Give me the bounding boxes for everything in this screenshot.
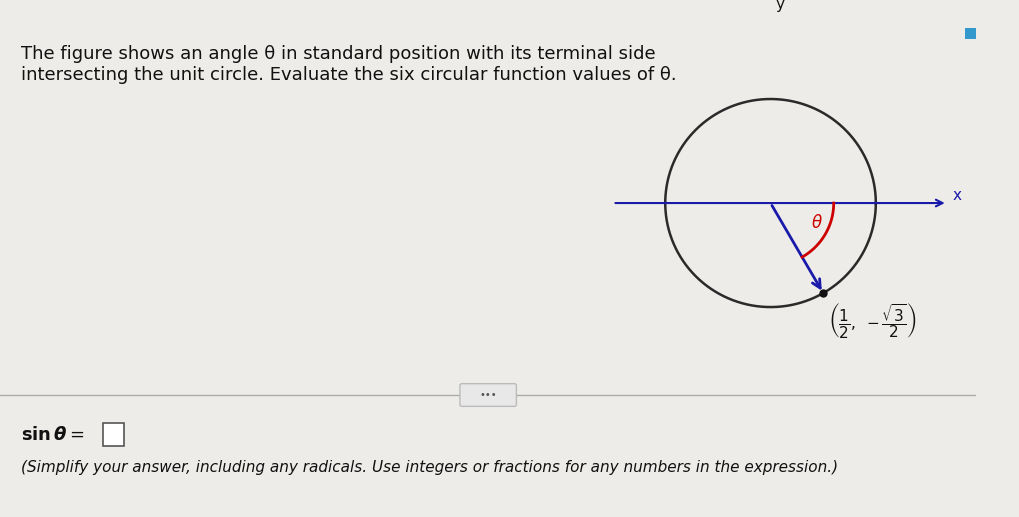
Text: •••: ••• bbox=[479, 390, 496, 400]
FancyBboxPatch shape bbox=[964, 28, 975, 39]
FancyBboxPatch shape bbox=[103, 423, 124, 446]
Text: $\theta$: $\theta$ bbox=[810, 214, 822, 232]
Text: The figure shows an angle θ in standard position with its terminal side
intersec: The figure shows an angle θ in standard … bbox=[21, 45, 676, 84]
Text: x: x bbox=[952, 188, 961, 203]
Text: (Simplify your answer, including any radicals. Use integers or fractions for any: (Simplify your answer, including any rad… bbox=[21, 460, 838, 475]
Text: y: y bbox=[774, 0, 784, 12]
FancyBboxPatch shape bbox=[460, 384, 516, 406]
Text: $\left(\dfrac{1}{2},\ -\dfrac{\sqrt{3}}{2}\right)$: $\left(\dfrac{1}{2},\ -\dfrac{\sqrt{3}}{… bbox=[827, 301, 916, 340]
Text: $\mathbf{sin}\,\boldsymbol{\theta} =$: $\mathbf{sin}\,\boldsymbol{\theta} =$ bbox=[21, 425, 85, 444]
